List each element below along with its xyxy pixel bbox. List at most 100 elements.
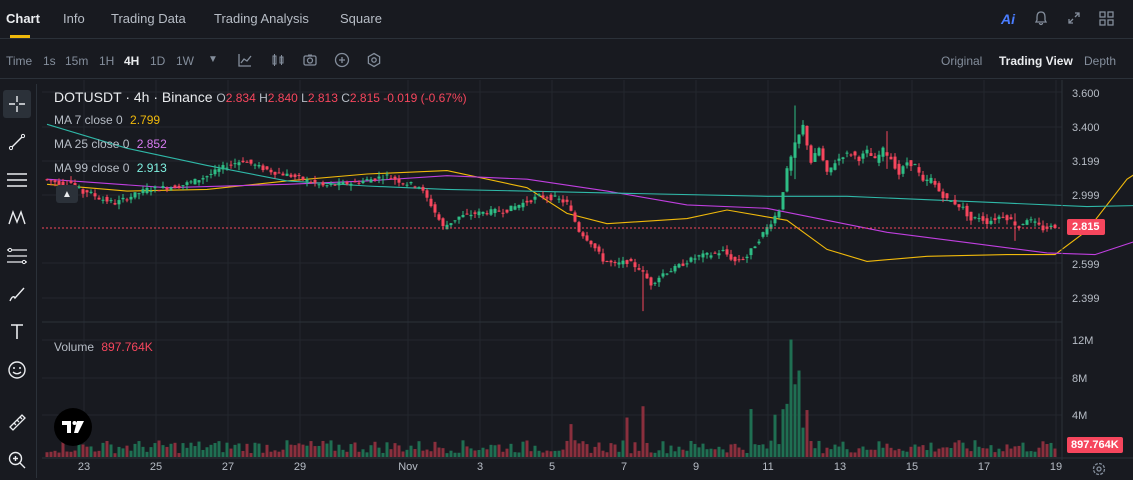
time-label: Time [6, 54, 33, 68]
candle-body [465, 213, 469, 215]
volume-bar [237, 443, 241, 457]
candle-body [481, 211, 485, 214]
volume-bar [217, 441, 221, 457]
candle-body [1021, 223, 1025, 225]
volume-bar [897, 448, 901, 457]
tab-trading-data[interactable]: Trading Data [111, 11, 186, 26]
candle-body [621, 260, 625, 265]
candle-body [1029, 219, 1033, 221]
volume-bar [497, 444, 501, 457]
trend-line-tool[interactable] [3, 128, 31, 156]
open-value: 2.834 [225, 91, 256, 105]
volume-bar [801, 427, 805, 457]
view-trading-view[interactable]: Trading View [999, 54, 1073, 68]
emoji-tool[interactable] [3, 356, 31, 384]
candle-body [377, 176, 381, 179]
expand-icon[interactable] [1066, 10, 1082, 29]
interval-1s[interactable]: 1s [43, 54, 56, 68]
tab-square[interactable]: Square [340, 11, 382, 26]
candle-body [933, 180, 937, 185]
volume-bar [589, 452, 593, 457]
candle-body [289, 174, 293, 177]
bell-icon[interactable] [1033, 10, 1049, 29]
interval-1h[interactable]: 1H [99, 54, 115, 68]
volume-bar [341, 449, 345, 457]
volume-bar [129, 450, 133, 457]
candle-body [245, 161, 249, 163]
candle-body [341, 181, 345, 185]
volume-bar [721, 449, 725, 457]
candle-body [457, 216, 461, 220]
tab-info[interactable]: Info [63, 11, 85, 26]
volume-bar [649, 452, 653, 457]
candle-body [537, 194, 541, 196]
high-value: 2.840 [267, 91, 298, 105]
candle-body [965, 205, 969, 217]
interval-1w[interactable]: 1W [176, 54, 194, 68]
candle-body [653, 282, 657, 284]
volume-bar [57, 452, 61, 457]
candle-body [417, 186, 421, 188]
ma25-legend[interactable]: MA 25 close 0 2.852 [54, 137, 167, 151]
candle-body [61, 181, 65, 186]
candle-body [101, 199, 105, 201]
candle-style-icon[interactable] [270, 52, 286, 71]
ruler-icon [9, 414, 26, 431]
volume-bar [157, 440, 161, 457]
text-tool[interactable] [3, 318, 31, 346]
volume-bar [261, 452, 265, 457]
candle-body [205, 176, 209, 178]
tab-chart[interactable]: Chart [6, 11, 40, 26]
volume-bar [313, 446, 317, 457]
line-chart-icon[interactable] [237, 52, 253, 71]
candle-body [665, 273, 669, 275]
tab-trading-analysis[interactable]: Trading Analysis [214, 11, 309, 26]
volume-bar [525, 440, 529, 457]
candle-body [121, 197, 125, 200]
candle-body [649, 277, 653, 286]
volume-bar [573, 440, 577, 457]
candle-body [901, 166, 905, 174]
camera-icon[interactable] [302, 52, 318, 71]
candle-body [133, 192, 137, 198]
volume-bar [485, 449, 489, 457]
crosshair-tool[interactable] [3, 90, 31, 118]
fibonacci-tool[interactable] [3, 242, 31, 270]
volume-bar [493, 445, 497, 457]
ma7-legend[interactable]: MA 7 close 0 2.799 [54, 113, 160, 127]
horizontal-lines-tool[interactable] [3, 166, 31, 194]
volume-bar [833, 444, 837, 457]
settings-icon[interactable] [366, 52, 382, 71]
candle-body [865, 149, 869, 154]
zoom-tool[interactable] [3, 446, 31, 474]
measure-tool[interactable] [3, 408, 31, 436]
candle-body [553, 195, 557, 197]
volume-legend[interactable]: Volume 897.764K [54, 340, 153, 354]
view-original[interactable]: Original [941, 54, 983, 68]
ai-button[interactable]: Ai [1001, 11, 1015, 27]
pattern-tool[interactable] [3, 204, 31, 232]
view-depth[interactable]: Depth [1084, 54, 1117, 68]
candle-body [461, 214, 465, 218]
chart-settings-gear-icon[interactable] [1091, 461, 1107, 480]
interval-15m[interactable]: 15m [65, 54, 89, 68]
ma99-legend[interactable]: MA 99 close 0 2.913 [54, 161, 167, 175]
add-indicator-icon[interactable] [334, 52, 350, 71]
candle-body [309, 182, 313, 184]
layout-grid-icon[interactable] [1098, 10, 1115, 30]
candle-body [617, 262, 621, 265]
volume-bar [185, 447, 189, 457]
brush-tool[interactable] [3, 280, 31, 308]
interval-dropdown-icon[interactable]: ▼ [208, 54, 218, 65]
interval-4h[interactable]: 4H [124, 54, 140, 68]
volume-bar [869, 449, 873, 457]
candle-body [729, 254, 733, 260]
volume-bar [329, 440, 333, 457]
collapse-legend-button[interactable]: ▲ [56, 185, 78, 203]
date-tick: 7 [620, 461, 628, 473]
candle-body [1033, 221, 1037, 223]
interval-1d[interactable]: 1D [150, 54, 166, 68]
candle-body [797, 134, 801, 144]
candle-body [373, 178, 377, 181]
